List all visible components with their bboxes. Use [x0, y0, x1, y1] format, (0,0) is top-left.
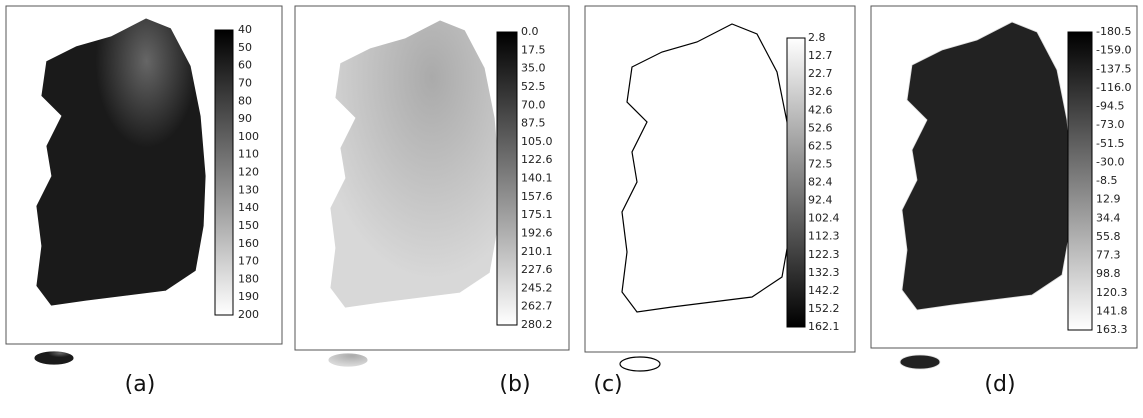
panel-caption: (d) — [984, 372, 1015, 397]
legend-label: 32.6 — [808, 85, 833, 98]
legend-label: 2.8 — [808, 31, 826, 44]
legend-label: 170 — [238, 255, 259, 268]
legend-label: 87.5 — [521, 117, 546, 130]
legend-label: 227.6 — [521, 263, 553, 276]
figure: 40 50 60 70 80 90 100 110 120 130 140 150 160 170 180 1… — [0, 0, 1143, 418]
legend-label: 0.0 — [521, 25, 539, 38]
legend-label: -94.5 — [1096, 100, 1124, 113]
legend-label: -116.0 — [1096, 81, 1131, 94]
legend-label: 210.1 — [521, 245, 553, 258]
color-bar — [787, 38, 805, 327]
legend-label: 130 — [238, 183, 259, 196]
legend-label: -30.0 — [1096, 155, 1124, 168]
legend-label: 157.6 — [521, 190, 553, 203]
legend-label: 105.0 — [521, 135, 553, 148]
panel-caption: (b) — [499, 372, 530, 397]
legend-label: 40 — [238, 23, 252, 36]
legend-label: 163.3 — [1096, 323, 1128, 336]
legend-label: 82.4 — [808, 176, 833, 189]
legend-label: 190 — [238, 290, 259, 303]
legend-label: 98.8 — [1096, 267, 1121, 280]
legend-label: 42.6 — [808, 103, 833, 116]
legend-label: 77.3 — [1096, 249, 1121, 262]
legend-label: 150 — [238, 219, 259, 232]
legend-label: 262.7 — [521, 300, 553, 313]
legend-label: 280.2 — [521, 318, 553, 331]
legend-label: 140 — [238, 201, 259, 214]
legend-label: 192.6 — [521, 226, 553, 239]
legend-label: 55.8 — [1096, 230, 1121, 243]
legend-label: -51.5 — [1096, 137, 1124, 150]
legend-label: 122.6 — [521, 153, 553, 166]
legend-label: 22.7 — [808, 67, 833, 80]
legend-label: 34.4 — [1096, 211, 1121, 224]
panel-b — [295, 6, 569, 367]
legend-label: 80 — [238, 94, 252, 107]
color-bar — [1068, 32, 1092, 330]
legend-label: 110 — [238, 148, 259, 161]
color-bar — [497, 32, 517, 325]
legend-label: 52.5 — [521, 80, 546, 93]
legend-label: 12.9 — [1096, 193, 1121, 206]
legend-label: 162.1 — [808, 320, 840, 333]
legend-label: 160 — [238, 237, 259, 250]
legend-label: 175.1 — [521, 208, 553, 221]
legend-label: 35.0 — [521, 62, 546, 75]
legend-label: 112.3 — [808, 230, 840, 243]
color-bar — [215, 30, 233, 315]
panel-caption: (c) — [593, 372, 622, 397]
legend-label: 245.2 — [521, 281, 553, 294]
legend-label: 70.0 — [521, 98, 546, 111]
legend-label: 92.4 — [808, 194, 833, 207]
legend-label: 90 — [238, 112, 252, 125]
panel-caption: (a) — [125, 372, 156, 397]
legend-label: 62.5 — [808, 139, 833, 152]
legend-label: -137.5 — [1096, 62, 1131, 75]
legend-label: 142.2 — [808, 284, 840, 297]
legend-label: 132.3 — [808, 266, 840, 279]
legend-label: 120 — [238, 166, 259, 179]
legend-label: 70 — [238, 76, 252, 89]
legend-label: 17.5 — [521, 43, 546, 56]
legend-label: 102.4 — [808, 212, 840, 225]
legend-label: 122.3 — [808, 248, 840, 261]
legend-label: 12.7 — [808, 49, 833, 62]
legend-label: 140.1 — [521, 172, 553, 185]
legend-label: 60 — [238, 59, 252, 72]
legend-label: -159.0 — [1096, 44, 1131, 57]
legend-label: 120.3 — [1096, 286, 1128, 299]
legend-label: -8.5 — [1096, 174, 1117, 187]
legend-label: 72.5 — [808, 157, 833, 170]
legend-label: 100 — [238, 130, 259, 143]
legend-label: 141.8 — [1096, 304, 1128, 317]
legend-label: 180 — [238, 272, 259, 285]
legend-label: 50 — [238, 41, 252, 54]
legend-label: -73.0 — [1096, 118, 1124, 131]
legend-label: 152.2 — [808, 302, 840, 315]
legend-label: 200 — [238, 308, 259, 321]
legend-label: 52.6 — [808, 121, 833, 134]
legend-label: -180.5 — [1096, 25, 1131, 38]
